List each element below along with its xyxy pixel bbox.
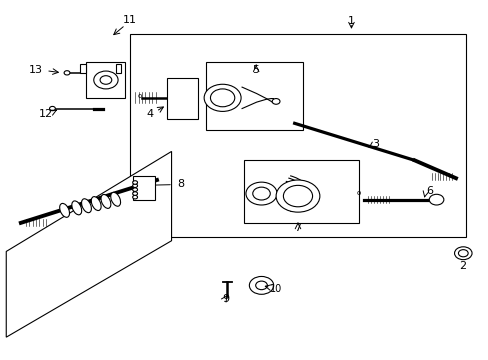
Ellipse shape bbox=[60, 203, 69, 217]
Circle shape bbox=[132, 195, 137, 199]
Text: o: o bbox=[356, 189, 360, 195]
Bar bbox=[205, 62, 302, 130]
Circle shape bbox=[272, 99, 280, 104]
Text: 11: 11 bbox=[123, 15, 137, 25]
Circle shape bbox=[49, 107, 55, 111]
Text: 12: 12 bbox=[39, 109, 53, 119]
Ellipse shape bbox=[81, 199, 91, 213]
Circle shape bbox=[255, 281, 267, 290]
Ellipse shape bbox=[91, 197, 101, 211]
Ellipse shape bbox=[72, 201, 81, 215]
Circle shape bbox=[245, 182, 277, 205]
Text: 6: 6 bbox=[425, 186, 432, 197]
Text: 5: 5 bbox=[252, 65, 259, 75]
Bar bbox=[244, 160, 358, 223]
Circle shape bbox=[94, 71, 118, 89]
Circle shape bbox=[210, 89, 234, 107]
Circle shape bbox=[203, 84, 241, 111]
Ellipse shape bbox=[110, 192, 121, 206]
Circle shape bbox=[458, 249, 467, 257]
Circle shape bbox=[283, 185, 312, 207]
Circle shape bbox=[249, 276, 273, 294]
Text: 4: 4 bbox=[146, 109, 153, 119]
Circle shape bbox=[132, 188, 137, 192]
Text: 1: 1 bbox=[347, 16, 354, 26]
Circle shape bbox=[132, 181, 137, 184]
Text: 10: 10 bbox=[269, 284, 282, 294]
Circle shape bbox=[100, 76, 112, 84]
Text: 13: 13 bbox=[28, 65, 42, 75]
Bar bbox=[166, 78, 198, 119]
Circle shape bbox=[428, 194, 443, 205]
Circle shape bbox=[64, 71, 70, 75]
Text: 2: 2 bbox=[458, 261, 465, 271]
Bar bbox=[86, 62, 125, 98]
Bar bbox=[130, 33, 465, 237]
Bar bbox=[80, 64, 86, 73]
Text: o: o bbox=[138, 93, 142, 99]
Text: 3: 3 bbox=[371, 139, 379, 149]
Ellipse shape bbox=[101, 194, 111, 208]
Text: 7: 7 bbox=[294, 223, 301, 233]
Circle shape bbox=[132, 192, 137, 195]
Bar bbox=[116, 64, 121, 73]
Circle shape bbox=[454, 247, 471, 260]
Circle shape bbox=[252, 187, 270, 200]
Circle shape bbox=[132, 184, 137, 188]
Bar bbox=[132, 176, 154, 200]
Text: 8: 8 bbox=[177, 179, 184, 189]
Text: 9: 9 bbox=[222, 294, 229, 303]
Circle shape bbox=[276, 180, 319, 212]
Polygon shape bbox=[6, 152, 171, 337]
